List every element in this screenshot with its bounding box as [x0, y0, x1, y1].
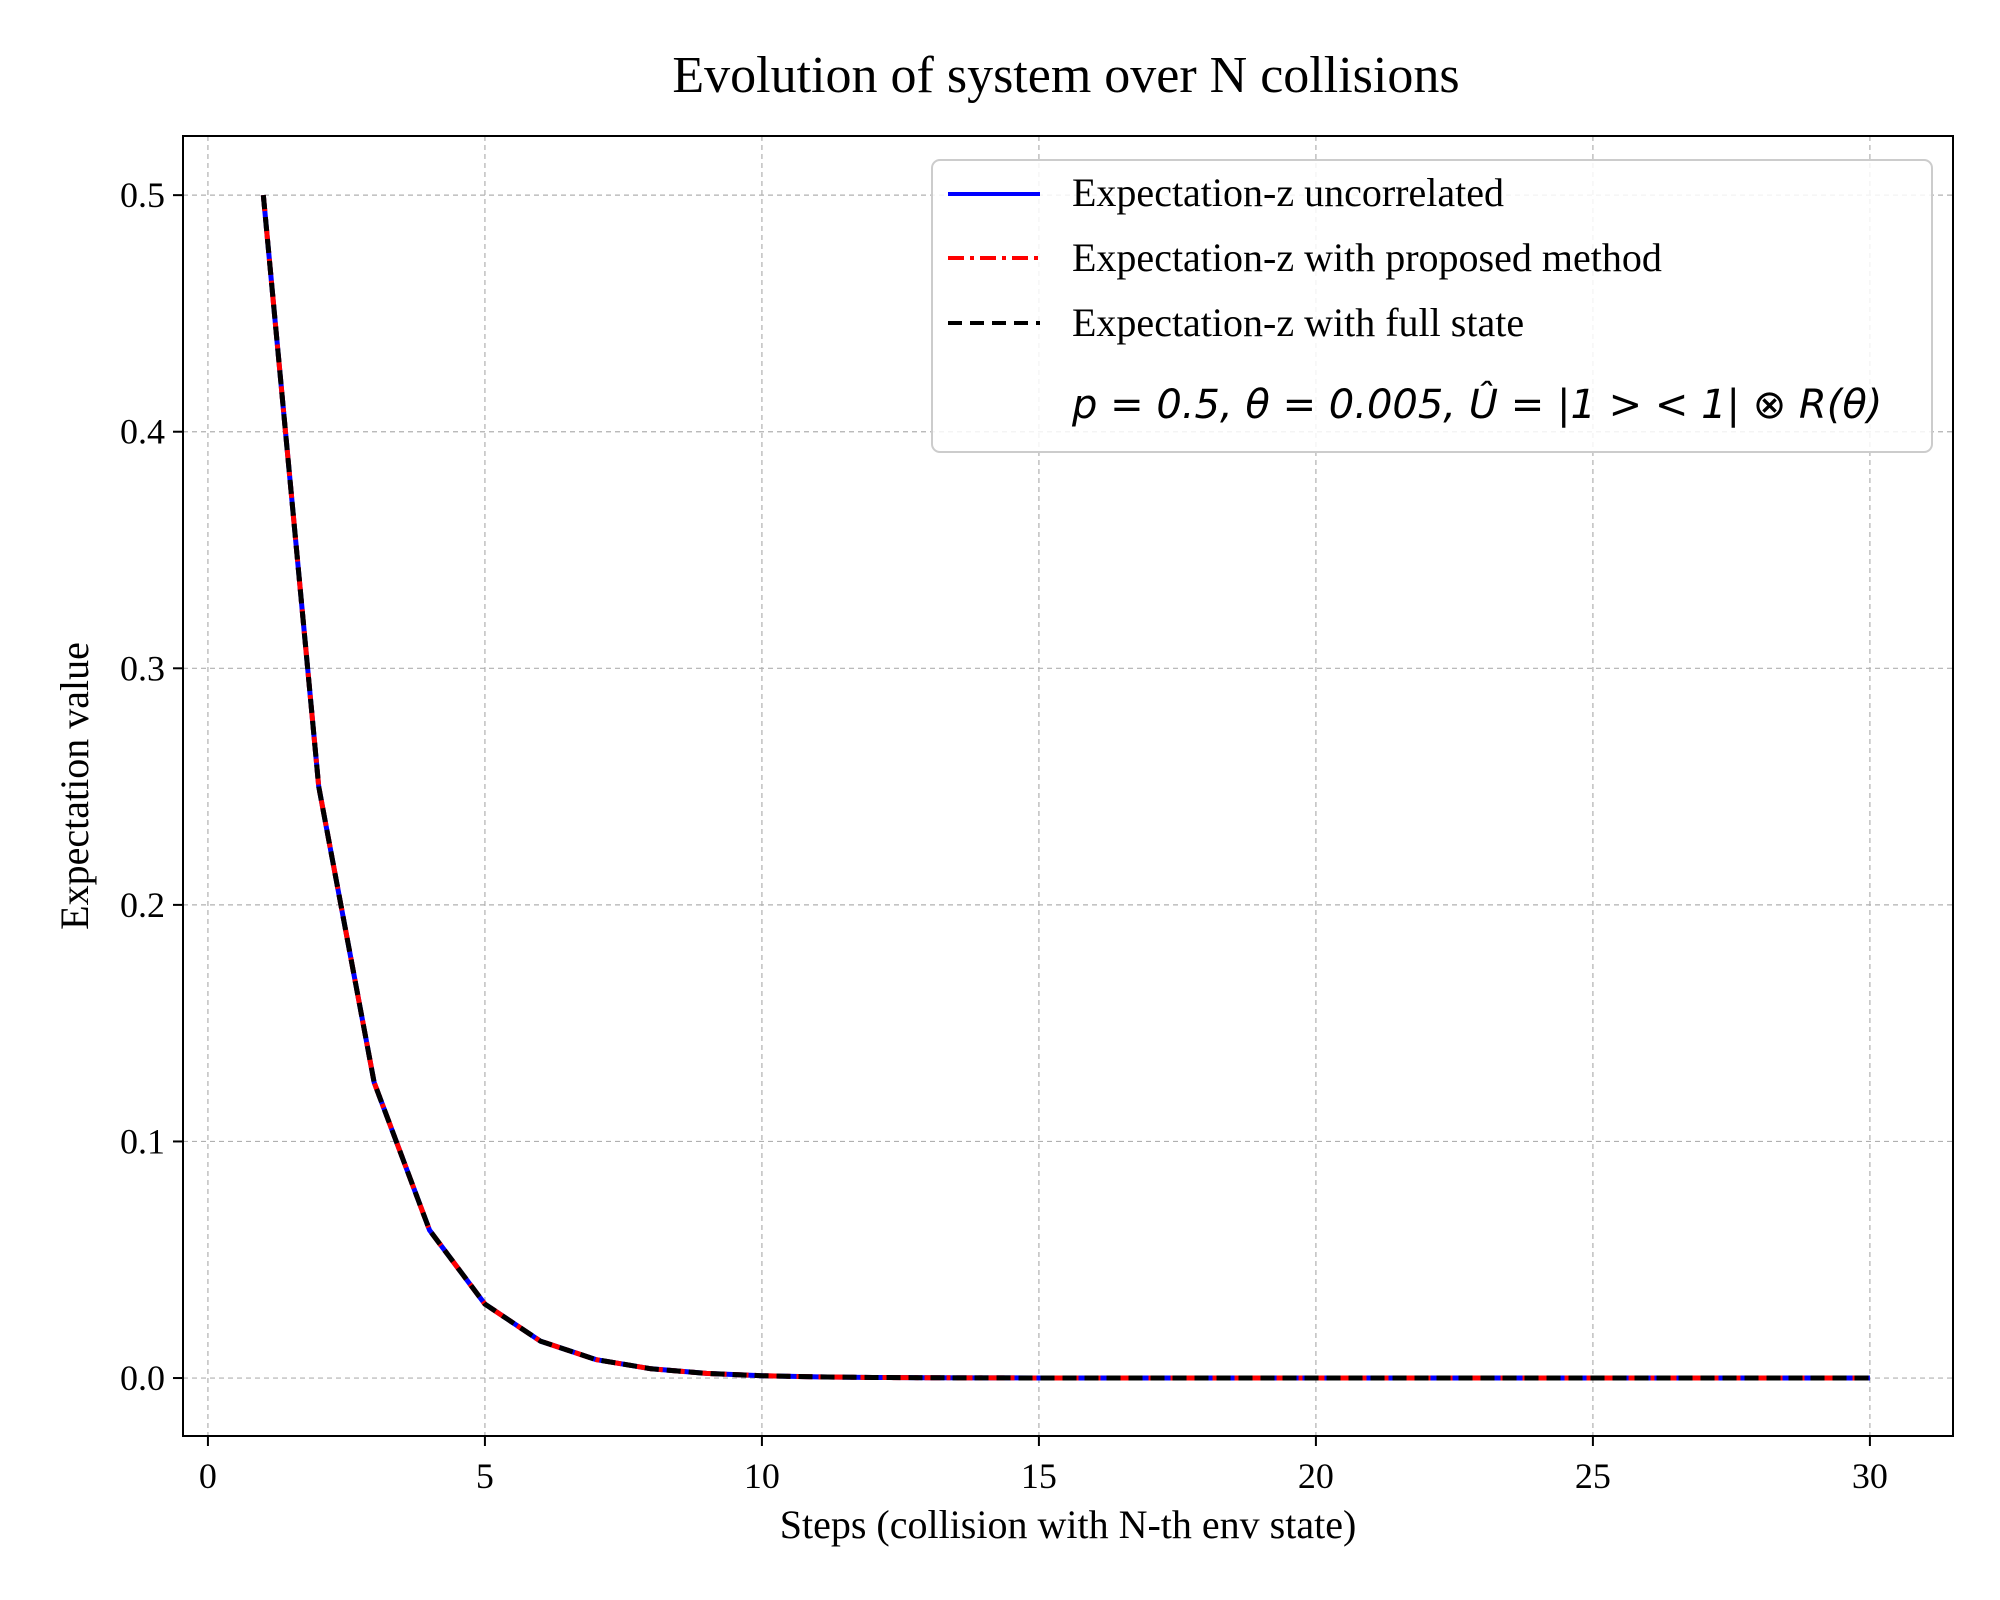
y-tick-label: 0.0 — [120, 1358, 165, 1398]
plot-frame — [182, 135, 1954, 1437]
series-layer — [260, 194, 1870, 1381]
legend-annotation-parameters: p = 0.5, θ = 0.005, Û = |1 > < 1| ⊗ R(θ) — [1071, 380, 1882, 428]
legend: Expectation-z uncorrelated Expectation-z… — [931, 159, 1933, 453]
x-tick-label: 5 — [476, 1456, 494, 1496]
x-tick-label: 30 — [1852, 1456, 1888, 1496]
x-tick-label: 25 — [1575, 1456, 1611, 1496]
y-tick-label: 0.3 — [120, 648, 165, 688]
y-tick-label: 0.5 — [120, 175, 165, 215]
legend-label-uncorrelated: Expectation-z uncorrelated — [1072, 170, 1504, 215]
y-tick-label: 0.2 — [120, 885, 165, 925]
legend-label-full-state: Expectation-z with full state — [1072, 300, 1524, 345]
x-tick-label: 0 — [199, 1456, 217, 1496]
x-tick-label: 15 — [1021, 1456, 1057, 1496]
legend-label-proposed: Expectation-z with proposed method — [1072, 235, 1662, 280]
x-tick-label: 20 — [1298, 1456, 1334, 1496]
legend-box — [931, 159, 1933, 453]
y-tick-label: 0.1 — [120, 1121, 165, 1161]
y-tick-label: 0.4 — [120, 412, 165, 452]
chart-title: Evolution of system over N collisions — [672, 47, 1459, 104]
x-axis: 0 5 10 15 20 25 30 — [199, 1436, 1888, 1496]
y-axis-label: Expectation value — [52, 642, 97, 930]
series-line-full-state — [260, 194, 1870, 1381]
x-axis-label: Steps (collision with N-th env state) — [780, 1502, 1357, 1547]
x-tick-label: 10 — [744, 1456, 780, 1496]
y-axis: 0.0 0.1 0.2 0.3 0.4 0.5 — [120, 175, 183, 1398]
